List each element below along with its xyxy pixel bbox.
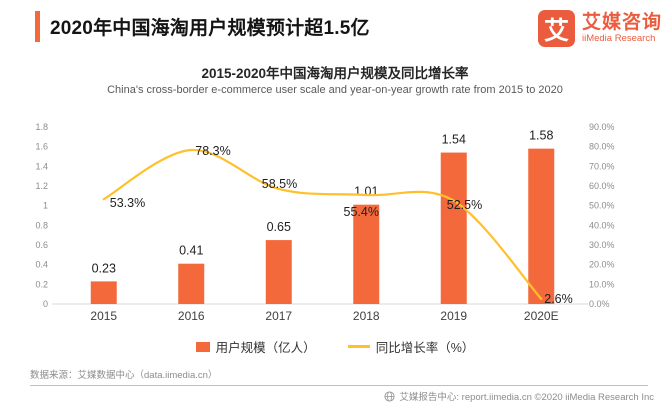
right-axis-tick: 50.0% xyxy=(589,201,615,211)
x-label-2015: 2015 xyxy=(90,309,117,323)
line-label-2019: 52.5% xyxy=(447,198,482,212)
bar-label-2019: 1.54 xyxy=(442,133,466,147)
right-axis-tick: 20.0% xyxy=(589,260,615,270)
bar-label-2017: 0.65 xyxy=(267,220,291,234)
line-label-2015: 53.3% xyxy=(110,196,145,210)
x-label-2018: 2018 xyxy=(353,309,380,323)
left-axis-tick: 0.8 xyxy=(35,220,48,230)
legend-label-user-scale: 用户规模（亿人） xyxy=(215,341,316,355)
logo-name-en: iiMedia Research xyxy=(581,32,656,44)
legend-item-growth-rate: 同比增长率（%） xyxy=(347,337,475,356)
left-axis-tick: 0.2 xyxy=(35,279,48,289)
logo-name-cn: 艾媒咨询 xyxy=(581,12,662,34)
bar-2020E xyxy=(528,148,555,304)
bar-label-2016: 0.41 xyxy=(179,244,203,258)
right-axis-tick: 60.0% xyxy=(589,181,615,191)
left-axis-tick: 0.6 xyxy=(35,240,48,250)
right-axis-tick: 40.0% xyxy=(589,220,615,230)
x-label-2017: 2017 xyxy=(265,309,292,323)
left-axis-tick: 1.2 xyxy=(35,181,48,191)
line-label-2020E: 2.6% xyxy=(544,292,573,306)
legend-label-growth-rate: 同比增长率（%） xyxy=(375,341,475,355)
bar-2017 xyxy=(265,240,292,304)
bar-label-2015: 0.23 xyxy=(92,261,116,275)
bar-2019 xyxy=(440,152,467,304)
title-accent-bar xyxy=(35,11,40,42)
line-swatch-icon xyxy=(347,345,370,348)
right-axis-tick: 70.0% xyxy=(589,161,615,171)
footer-text: 艾媒报告中心: report.iimedia.cn ©2020 iiMedia … xyxy=(399,392,654,403)
bar-label-2020E: 1.58 xyxy=(529,129,553,143)
left-axis-tick: 0.4 xyxy=(35,260,48,270)
iimedia-logo: 艾 艾媒咨询 iiMedia Research xyxy=(537,10,662,47)
right-axis-tick: 90.0% xyxy=(589,122,615,132)
left-axis-tick: 1.4 xyxy=(35,161,48,171)
x-label-2019: 2019 xyxy=(440,309,467,323)
page-title: 2020年中国海淘用户规模预计超1.5亿 xyxy=(50,18,370,39)
bar-swatch-icon xyxy=(195,341,210,352)
globe-icon xyxy=(384,390,395,402)
chart-canvas: 0 0.2 0.4 0.6 0.8 1 1.2 1.4 1.6 1.8 0.0% 10.0% 20.0%… xyxy=(35,122,615,323)
left-axis-tick: 1.6 xyxy=(35,142,48,152)
left-axis-tick: 0 xyxy=(43,299,48,309)
data-source-note: 数据来源：艾媒数据中心（data.iimedia.cn） xyxy=(30,370,218,381)
line-label-2016: 78.3% xyxy=(195,144,230,158)
bar-2018 xyxy=(353,204,380,304)
chart-subtitle: China's cross-border e-commerce user sca… xyxy=(107,84,563,96)
iimedia-logo-icon: 艾 xyxy=(537,10,575,47)
logo-text: 艾媒咨询 iiMedia Research xyxy=(582,13,662,44)
right-axis-tick: 30.0% xyxy=(589,240,615,250)
right-axis-tick: 10.0% xyxy=(589,279,615,289)
bar-2015 xyxy=(90,281,117,304)
chart-legend: 用户规模（亿人） 同比增长率（%） xyxy=(0,337,670,356)
footer-divider xyxy=(30,385,648,386)
legend-item-user-scale: 用户规模（亿人） xyxy=(195,337,316,356)
left-axis-tick: 1 xyxy=(43,201,48,211)
footer: 艾媒报告中心: report.iimedia.cn ©2020 iiMedia … xyxy=(384,389,654,403)
x-label-2020E: 2020E xyxy=(524,309,559,323)
line-label-2017: 58.5% xyxy=(262,177,297,191)
x-label-2016: 2016 xyxy=(178,309,205,323)
right-axis-tick: 0.0% xyxy=(589,299,610,309)
right-axis-tick: 80.0% xyxy=(589,142,615,152)
line-label-2018: 55.4% xyxy=(344,205,379,219)
chart-title: 2015-2020年中国海淘用户规模及同比增长率 xyxy=(201,66,469,81)
bar-2016 xyxy=(178,263,205,304)
left-axis-tick: 1.8 xyxy=(35,122,48,132)
growth-rate-line xyxy=(102,148,543,300)
bar-label-2018: 1.01 xyxy=(354,185,378,199)
